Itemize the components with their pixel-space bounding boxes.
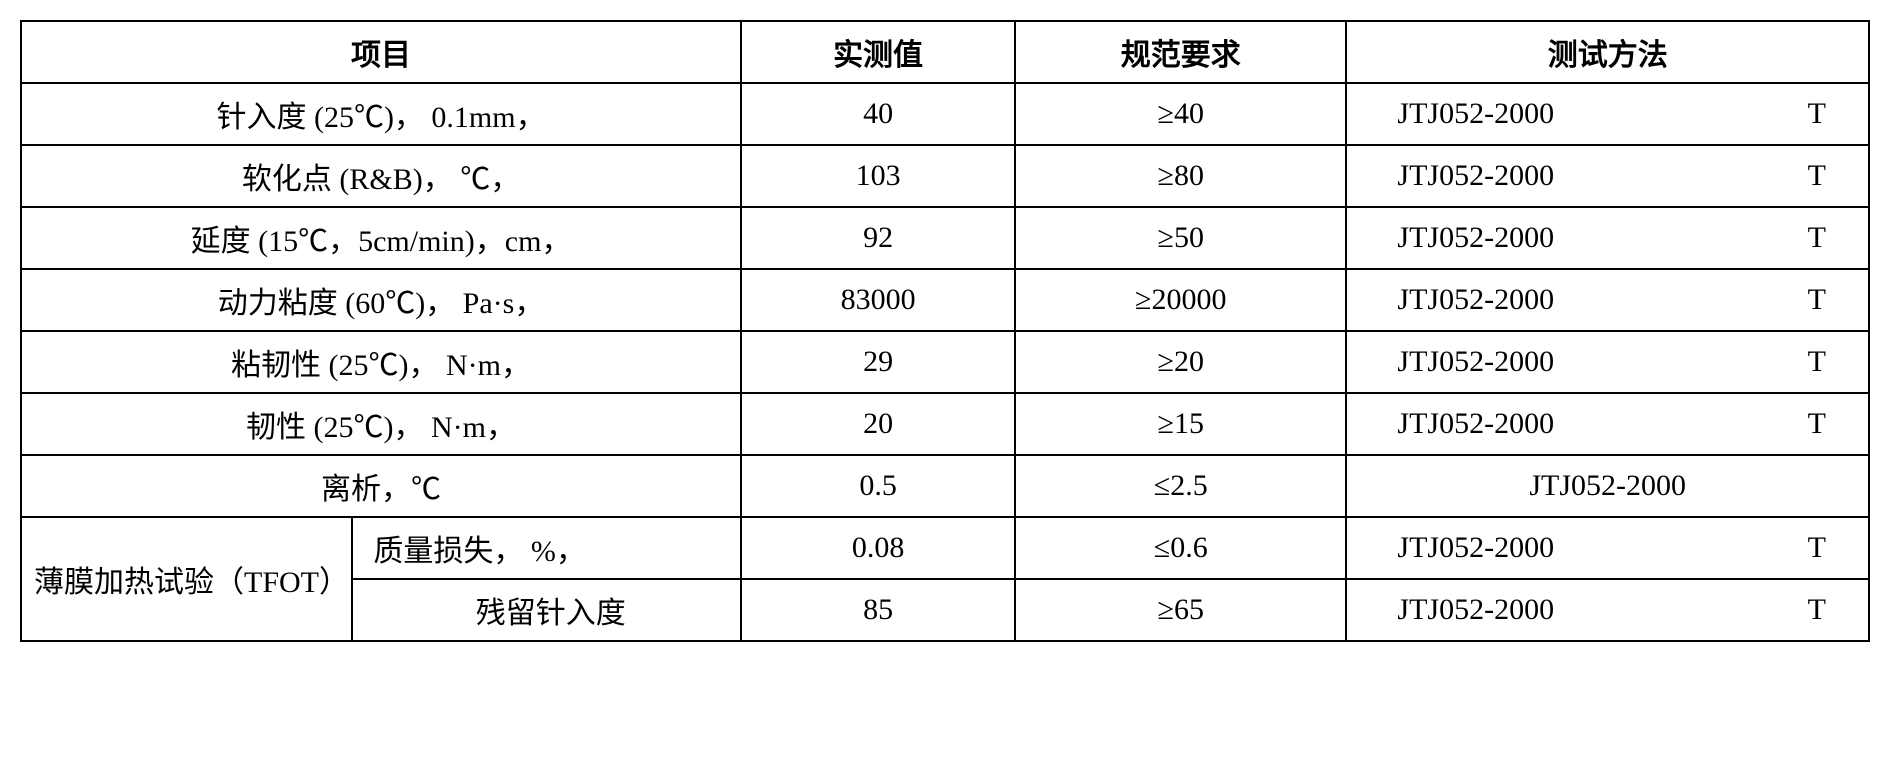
cell-measured: 92 <box>741 207 1015 269</box>
cell-measured: 40 <box>741 83 1015 145</box>
cell-item: 动力粘度 (60℃)， Pa·s， <box>21 269 741 331</box>
cell-measured: 83000 <box>741 269 1015 331</box>
cell-item: 离析，℃ <box>21 455 741 517</box>
cell-spec: ≤0.6 <box>1015 517 1346 579</box>
cell-measured: 20 <box>741 393 1015 455</box>
method-code: JTJ052-2000 <box>1397 97 1554 131</box>
cell-method: JTJ052-2000 T <box>1346 331 1869 393</box>
method-suffix: T <box>1808 345 1856 379</box>
cell-spec: ≥15 <box>1015 393 1346 455</box>
cell-spec: ≥20 <box>1015 331 1346 393</box>
cell-item: 延度 (15℃，5cm/min)，cm， <box>21 207 741 269</box>
cell-method: JTJ052-2000 <box>1346 455 1869 517</box>
table-row: 延度 (15℃，5cm/min)，cm， 92 ≥50 JTJ052-2000 … <box>21 207 1869 269</box>
table-row-tfot: 薄膜加热试验（TFOT） 质量损失， %， 0.08 ≤0.6 JTJ052-2… <box>21 517 1869 579</box>
specification-table-container: 项目 实测值 规范要求 测试方法 针入度 (25℃)， 0.1mm， 40 ≥4… <box>20 20 1870 642</box>
table-row: 离析，℃ 0.5 ≤2.5 JTJ052-2000 <box>21 455 1869 517</box>
cell-method: JTJ052-2000 T <box>1346 579 1869 641</box>
header-measured: 实测值 <box>741 21 1015 83</box>
method-suffix: T <box>1808 407 1856 441</box>
cell-spec: ≥80 <box>1015 145 1346 207</box>
method-code: JTJ052-2000 <box>1397 531 1554 565</box>
specification-table: 项目 实测值 规范要求 测试方法 针入度 (25℃)， 0.1mm， 40 ≥4… <box>20 20 1870 642</box>
cell-measured: 85 <box>741 579 1015 641</box>
cell-method: JTJ052-2000 T <box>1346 517 1869 579</box>
method-suffix: T <box>1808 221 1856 255</box>
header-spec: 规范要求 <box>1015 21 1346 83</box>
cell-spec: ≤2.5 <box>1015 455 1346 517</box>
cell-tfot-item: 质量损失， %， <box>352 517 741 579</box>
method-code: JTJ052-2000 <box>1397 593 1554 627</box>
method-suffix: T <box>1808 159 1856 193</box>
cell-measured: 0.5 <box>741 455 1015 517</box>
cell-spec: ≥65 <box>1015 579 1346 641</box>
header-item: 项目 <box>21 21 741 83</box>
cell-spec: ≥40 <box>1015 83 1346 145</box>
method-code: JTJ052-2000 <box>1529 469 1686 502</box>
cell-method: JTJ052-2000 T <box>1346 393 1869 455</box>
table-row: 动力粘度 (60℃)， Pa·s， 83000 ≥20000 JTJ052-20… <box>21 269 1869 331</box>
table-header-row: 项目 实测值 规范要求 测试方法 <box>21 21 1869 83</box>
method-code: JTJ052-2000 <box>1397 159 1554 193</box>
cell-measured: 0.08 <box>741 517 1015 579</box>
cell-method: JTJ052-2000 T <box>1346 207 1869 269</box>
table-row: 韧性 (25℃)， N·m， 20 ≥15 JTJ052-2000 T <box>21 393 1869 455</box>
cell-item: 粘韧性 (25℃)， N·m， <box>21 331 741 393</box>
header-method: 测试方法 <box>1346 21 1869 83</box>
cell-tfot-group: 薄膜加热试验（TFOT） <box>21 517 352 641</box>
method-code: JTJ052-2000 <box>1397 407 1554 441</box>
method-suffix: T <box>1808 531 1856 565</box>
table-row: 针入度 (25℃)， 0.1mm， 40 ≥40 JTJ052-2000 T <box>21 83 1869 145</box>
method-code: JTJ052-2000 <box>1397 221 1554 255</box>
cell-measured: 103 <box>741 145 1015 207</box>
cell-spec: ≥20000 <box>1015 269 1346 331</box>
table-row: 粘韧性 (25℃)， N·m， 29 ≥20 JTJ052-2000 T <box>21 331 1869 393</box>
method-suffix: T <box>1808 593 1856 627</box>
cell-spec: ≥50 <box>1015 207 1346 269</box>
cell-measured: 29 <box>741 331 1015 393</box>
method-code: JTJ052-2000 <box>1397 283 1554 317</box>
cell-method: JTJ052-2000 T <box>1346 83 1869 145</box>
cell-method: JTJ052-2000 T <box>1346 145 1869 207</box>
method-suffix: T <box>1808 97 1856 131</box>
method-suffix: T <box>1808 283 1856 317</box>
cell-tfot-item: 残留针入度 <box>352 579 741 641</box>
cell-method: JTJ052-2000 T <box>1346 269 1869 331</box>
method-code: JTJ052-2000 <box>1397 345 1554 379</box>
cell-item: 韧性 (25℃)， N·m， <box>21 393 741 455</box>
table-row: 软化点 (R&B)， ℃， 103 ≥80 JTJ052-2000 T <box>21 145 1869 207</box>
cell-item: 针入度 (25℃)， 0.1mm， <box>21 83 741 145</box>
cell-item: 软化点 (R&B)， ℃， <box>21 145 741 207</box>
